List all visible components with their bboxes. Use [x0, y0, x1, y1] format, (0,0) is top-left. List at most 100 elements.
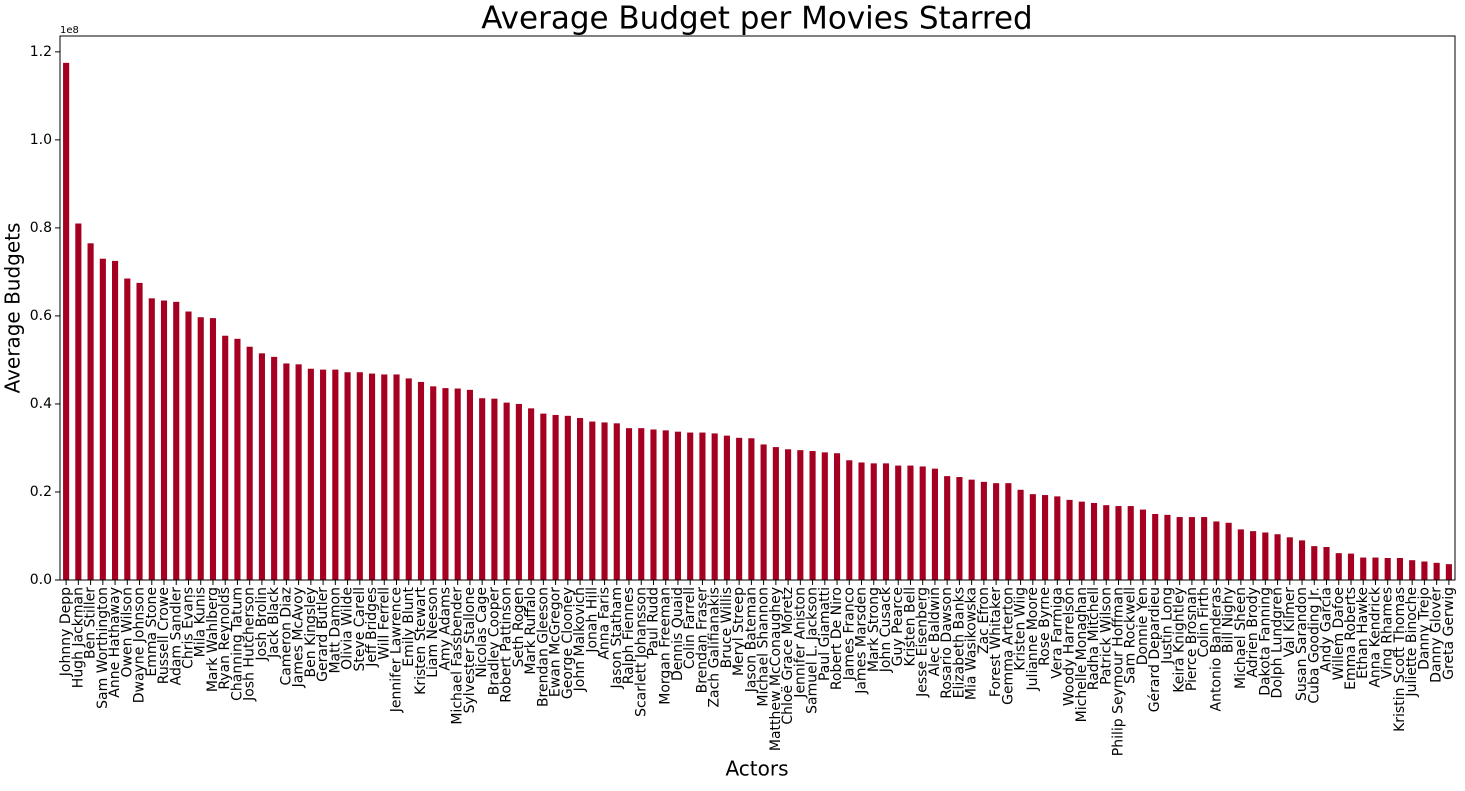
x-tick-label: Dolph Lundgren [1270, 587, 1286, 698]
bar [197, 317, 204, 580]
x-tick-label: Rose Byrne [1037, 587, 1053, 666]
y-tick-label: 0.6 [30, 308, 52, 324]
x-tick-label: Anne Hathaway [107, 587, 123, 698]
x-tick-label: James McAvoy [291, 587, 307, 688]
bar [63, 62, 70, 580]
x-tick-label: Ralph Fiennes [621, 587, 637, 684]
bar [1298, 540, 1306, 580]
bar [1384, 557, 1391, 580]
bar [112, 260, 119, 580]
x-tick-label: Ryan Reynolds [217, 587, 233, 690]
x-tick-label: Robert De Niro [829, 587, 845, 690]
bar [1335, 553, 1342, 580]
bar [662, 430, 669, 580]
bar [1017, 489, 1024, 580]
x-tick-label: Amy Adams [437, 587, 453, 671]
bar [638, 428, 645, 580]
bar [503, 402, 510, 580]
x-tick-label: Antonio Banderas [1208, 587, 1224, 711]
x-tick-label: Adrien Brody [1245, 587, 1261, 678]
x-tick-label: Zac Efron [976, 587, 992, 654]
bar [466, 389, 473, 580]
bar [980, 481, 987, 580]
x-tick-label: Adam Sandler [168, 587, 184, 686]
x-tick-label: Ethan Hawke [1355, 587, 1371, 679]
bar [785, 449, 792, 580]
bar [75, 223, 82, 580]
x-tick-label: Owen Wilson [119, 587, 135, 677]
x-tick-label: Ewan McGregor [548, 587, 564, 697]
bar [368, 373, 376, 580]
x-tick-label: Sam Worthington [95, 587, 111, 709]
bar [1005, 483, 1012, 580]
bar [209, 318, 217, 580]
x-tick-label: Paul Rudd [645, 587, 661, 656]
bar [1042, 495, 1049, 580]
x-tick-label: Sam Rockwell [1123, 587, 1139, 684]
x-tick-label: Emma Stone [144, 587, 160, 677]
plot-frame [59, 35, 1456, 581]
x-tick-label: Vera Farmiga [1049, 587, 1065, 679]
bar [124, 278, 131, 580]
bar [723, 435, 730, 580]
bar [821, 452, 828, 580]
y-tick-label: 0.4 [30, 396, 52, 412]
x-tick-label: Radha Mitchell [1086, 587, 1102, 690]
bar [320, 369, 327, 580]
x-tick-label: Olivia Wilde [340, 587, 356, 670]
bar [1262, 532, 1269, 580]
bar [173, 301, 180, 580]
x-tick-label: Juliette Binoche [1404, 587, 1420, 698]
bar [1250, 531, 1257, 580]
x-tick-label: Colin Firth [1196, 587, 1212, 658]
x-tick-label: Michael Sheen [1233, 587, 1249, 689]
x-tick-label: Julianne Moore [1025, 587, 1041, 691]
x-tick-label: Johnny Depp [58, 587, 74, 677]
x-tick-label: James Franco [841, 587, 857, 681]
x-tick-label: Jason Bateman [743, 587, 759, 693]
x-tick-label: Zach Galifianakis [707, 587, 723, 708]
bar [944, 476, 951, 580]
x-tick-label: Ving Rhames [1380, 587, 1396, 679]
x-tick-label: Kristen Wiig [1013, 587, 1029, 671]
bar [577, 418, 584, 580]
x-tick-label: Channing Tatum [229, 587, 245, 701]
bar [1274, 534, 1281, 580]
bar [491, 398, 498, 580]
x-tick-label: Jennifer Lawrence [389, 587, 405, 713]
bar [234, 338, 241, 580]
x-tick-label: Cuba Gooding Jr. [1306, 587, 1322, 704]
bar [846, 460, 853, 580]
x-tick-label: Dwayne Johnson [132, 587, 148, 703]
x-tick-label: Brendan Fraser [694, 587, 710, 694]
bar [1066, 499, 1073, 580]
bar [968, 479, 975, 580]
x-tick-label: Susan Sarandon [1294, 587, 1310, 701]
x-tick-label: Colin Farrell [682, 587, 698, 669]
x-tick-label: Michael Fassbender [450, 587, 466, 725]
x-tick-label: Gérard Depardieu [1147, 587, 1163, 712]
bar [1360, 557, 1367, 580]
bar [1225, 522, 1232, 580]
bar [589, 421, 596, 580]
bar [711, 433, 718, 580]
x-tick-label: Philip Seymour Hoffman [1110, 587, 1126, 756]
x-tick-label: Forest Whitaker [988, 587, 1004, 697]
x-tick-label: John Cusack [878, 586, 894, 673]
bar [295, 364, 302, 580]
bar [1078, 501, 1085, 580]
bar [895, 465, 902, 580]
bar [674, 431, 682, 580]
bar [1201, 517, 1208, 580]
bar [332, 369, 339, 580]
x-tick-label: Michael Shannon [756, 587, 772, 707]
x-tick-label: Sylvester Stallone [462, 587, 478, 713]
bar [1176, 517, 1183, 580]
bar [1286, 537, 1293, 580]
x-tick-label: Mark Ruffalo [523, 587, 539, 675]
bar [552, 414, 559, 580]
bar [148, 298, 155, 580]
x-tick-label: Chris Evans [180, 587, 196, 669]
bar [613, 423, 620, 580]
x-tick-label: Michelle Monaghan [1074, 587, 1090, 722]
